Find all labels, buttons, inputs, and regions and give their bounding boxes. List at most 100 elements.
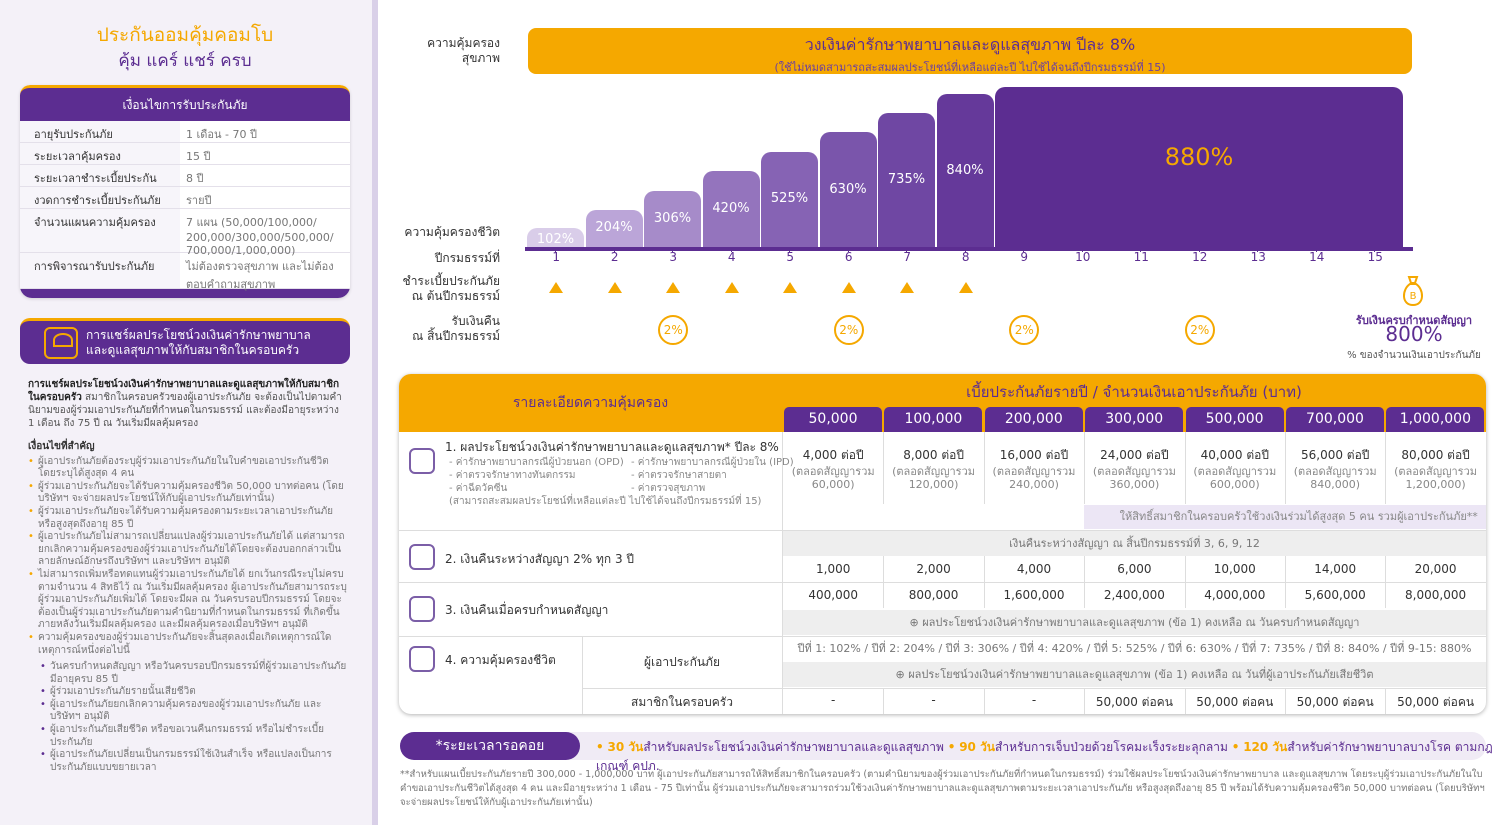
condition-key: การพิจารณารับประกันภัย	[20, 253, 180, 288]
row4-family-value: 50,000 ต่อคน	[1397, 695, 1475, 709]
row1-value-sub: (ตลอดสัญญารวม	[791, 465, 875, 478]
conditions-rows: อายุรับประกันภัย 1 เดือน - 70 ปี ระยะเวลาค…	[20, 121, 350, 291]
row1-value: 4,000 ต่อปี (ตลอดสัญญารวม 60,000)	[783, 446, 883, 491]
condition-key: งวดการชำระเบี้ยประกันภัย	[20, 187, 180, 208]
year-tick-label: 1	[541, 247, 571, 264]
note-item: ความคุ้มครองของผู้ร่วมเอาประกันภัยจะสิ้น…	[28, 632, 348, 657]
bar-value-label: 735%	[887, 172, 926, 188]
share-title-line2: และดูแลสุขภาพให้กับสมาชิกในครอบครัว	[86, 342, 300, 357]
waiting-period-text: • 30 วันสำหรับผลประโยชน์วงเงินค่ารักษาพย…	[596, 740, 1493, 773]
col-divider	[1084, 432, 1086, 504]
detail-row: - ค่ารักษาพยาบาลกรณีผู้ป่วยนอก (OPD) - ค่…	[449, 456, 794, 469]
money-bag-icon: B	[1403, 276, 1423, 307]
row1-value-total: 1,200,000)	[1405, 478, 1466, 491]
bar-value-label: 880%	[1164, 143, 1234, 171]
col-divider	[1084, 556, 1086, 608]
chart-bar: 840%	[936, 94, 994, 247]
row1-value-total: 840,000)	[1310, 478, 1361, 491]
condition-value: รายปี	[186, 194, 212, 207]
chart-bar: 102%	[527, 228, 584, 247]
row-divider	[399, 530, 1486, 531]
amount-header: 100,000	[884, 407, 983, 432]
year-tick-label: 3	[658, 247, 688, 264]
row1-value: 16,000 ต่อปี (ตลอดสัญญารวม 240,000)	[984, 446, 1084, 491]
col-divider	[1285, 432, 1286, 504]
year-tick-label: 7	[892, 247, 922, 264]
money-bag-hand-icon	[409, 596, 435, 622]
note-item: ผู้เอาประกันภัยต้องระบุผู้ร่วมเอาประกันภ…	[28, 456, 348, 481]
cashback-marker: 2%	[1009, 315, 1040, 345]
col-divider	[1385, 556, 1387, 608]
row1-value: 8,000 ต่อปี (ตลอดสัญญารวม 120,000)	[883, 446, 983, 491]
chart-bar: 630%	[819, 132, 877, 247]
col-divider	[1385, 688, 1387, 714]
col-divider	[983, 688, 985, 714]
condition-row: งวดการชำระเบี้ยประกันภัย รายปี	[20, 187, 350, 209]
year-tick-label: 9	[1009, 247, 1039, 264]
condition-row: อายุรับประกันภัย 1 เดือน - 70 ปี	[20, 121, 350, 143]
row1-value-total: 600,000)	[1209, 478, 1260, 491]
sub-note-item: วันครบกำหนดสัญญา หรือวันครบรอบปีกรมธรรม์…	[28, 661, 348, 686]
row4-life-values: ปีที่ 1: 102% / ปีที่ 2: 204% / ปีที่ 3:…	[783, 637, 1486, 661]
col-divider	[983, 556, 985, 608]
cashback-marker: 2%	[658, 315, 689, 345]
col-divider	[1184, 556, 1186, 608]
bar-value-label: 420%	[712, 200, 750, 216]
premium-marker	[607, 282, 622, 293]
bar-value-label: 630%	[829, 181, 867, 197]
health-benefit-banner: วงเงินค่ารักษาพยาบาลและดูแลสุขภาพ ปีละ 8…	[528, 28, 1412, 74]
condition-key: ระยะเวลาชำระเบี้ยประกันภัย	[20, 165, 180, 203]
col-divider	[883, 556, 885, 608]
row3-value: 800,000	[908, 588, 959, 602]
wait-120-desc: สำหรับค่ารักษาพยาบาลบางโรค ตามกฎเกณฑ์ คป…	[596, 740, 1493, 773]
row1-value-sub: (ตลอดสัญญารวม	[1394, 465, 1478, 478]
detail-item: - ค่าตรวจรักษาสายตา	[631, 470, 727, 481]
row3-value: 2,400,000	[1103, 588, 1165, 602]
row1-value: 80,000 ต่อปี (ตลอดสัญญารวม 1,200,000)	[1385, 446, 1485, 491]
table-head-left: รายละเอียดความคุ้มครอง	[512, 395, 669, 411]
label-life-cover: ความคุ้มครองชีวิต	[404, 225, 500, 239]
bar-value-label: 525%	[770, 191, 809, 207]
year-tick-label: 10	[1068, 247, 1098, 264]
bar-value-label: 204%	[595, 220, 633, 236]
row1-value-total: 240,000)	[1009, 478, 1059, 491]
label-policy-year: ปีกรมธรรม์ที่	[434, 251, 500, 265]
condition-key: ระยะเวลาคุ้มครอง	[20, 143, 180, 164]
col-divider	[782, 432, 783, 714]
coin-hand-icon	[409, 544, 435, 570]
sub-notes: วันครบกำหนดสัญญา หรือวันครบรอบปีกรมธรรม์…	[28, 661, 348, 774]
cashback-marker: 2%	[833, 315, 864, 345]
condition-row: ระยะเวลาคุ้มครอง 15 ปี	[20, 143, 350, 165]
note-item: ไม่สามารถเพิ่มหรือทดแทนผู้ร่วมเอาประกันภ…	[28, 569, 348, 632]
share-benefit-header: การแชร์ผลประโยชน์วงเงินค่ารักษาพยาบาล แล…	[20, 318, 350, 364]
wait-30-desc: สำหรับผลประโยชน์วงเงินค่ารักษาพยาบาลและด…	[643, 740, 944, 754]
row4-title: 4. ความคุ้มครองชีวิต	[445, 653, 556, 667]
year-tick-label: 5	[775, 247, 805, 264]
bar-value-label: 102%	[536, 232, 575, 248]
row3-value: 1,600,000	[1003, 588, 1065, 602]
col-divider	[582, 636, 583, 714]
year-tick-label: 11	[1126, 247, 1156, 264]
row1-value-main: 24,000 ต่อปี	[1100, 448, 1169, 462]
note-item: ผู้เอาประกันภัยไม่สามารถเปลี่ยนแปลงผู้ร่…	[28, 531, 348, 569]
chart-bar: 420%	[702, 170, 760, 247]
footnote: **สำหรับแผนเบี้ยประกันภัยรายปี 300,000 -…	[400, 769, 1485, 808]
banner-title: วงเงินค่ารักษาพยาบาลและดูแลสุขภาพ ปีละ 8…	[804, 35, 1136, 54]
amount-header: 500,000	[1185, 407, 1284, 432]
condition-value: 1 เดือน - 70 ปี	[186, 128, 257, 141]
condition-value: 15 ปี	[186, 150, 211, 163]
row1-value: 56,000 ต่อปี (ตลอดสัญญารวม 840,000)	[1285, 446, 1385, 491]
intro-text: สมาชิกในครอบครัวของผู้เอาประกันภัย จะต้อ…	[28, 392, 342, 429]
chart-bar: 306%	[644, 191, 701, 247]
year-axis	[525, 247, 1413, 251]
wait-90-desc: สำหรับการเจ็บป่วยด้วยโรคมะเร็งระยะลุกลาม	[995, 740, 1228, 754]
amount-header: 1,000,000	[1386, 407, 1485, 432]
row1-value: 24,000 ต่อปี (ตลอดสัญญารวม 360,000)	[1084, 446, 1184, 491]
maturity-value: 800%	[1385, 322, 1443, 346]
condition-value: ไม่ต้องตรวจสุขภาพ และไม่ต้องตอบคำถามสุขภ…	[186, 260, 334, 291]
row4-insured-label: ผู้เอาประกันภัย	[644, 655, 720, 669]
row1-value-total: 120,000)	[908, 478, 959, 491]
row1-value-sub: (ตลอดสัญญารวม	[1193, 465, 1277, 478]
conditions-header: เงื่อนไขการรับประกันภัย	[20, 85, 350, 121]
chart-bar: 525%	[761, 151, 818, 247]
